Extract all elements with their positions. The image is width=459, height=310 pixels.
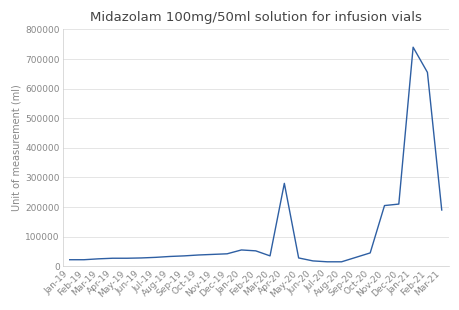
Title: Midazolam 100mg/50ml solution for infusion vials: Midazolam 100mg/50ml solution for infusi… — [90, 11, 421, 24]
Y-axis label: Unit of measurement (ml): Unit of measurement (ml) — [11, 84, 21, 211]
